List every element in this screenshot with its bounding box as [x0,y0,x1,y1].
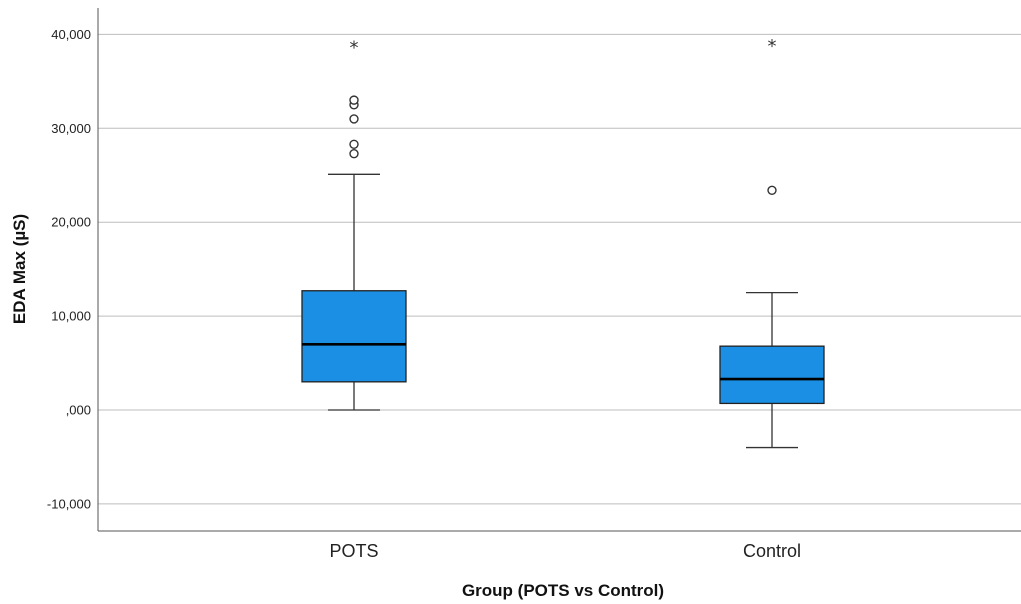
extreme-point: * [350,38,359,59]
y-tick-label: 10,000 [51,309,91,324]
x-tick-label: POTS [329,541,378,561]
y-tick-label: 30,000 [51,121,91,136]
gridlines [98,33,1021,505]
axes [97,8,1021,532]
extreme-point: * [768,36,777,57]
y-tick-label: -10,000 [47,496,91,511]
interquartile-box [719,345,825,405]
y-tick-label: ,000 [66,403,91,418]
outlier-point [349,139,359,149]
outlier-point [349,114,359,124]
box-control: * [719,36,825,449]
y-tick-label: 20,000 [51,215,91,230]
x-tick-label: Control [743,541,801,561]
box-pots: * [301,38,407,411]
x-axis-title: Group (POTS vs Control) [462,581,664,600]
y-axis-title: EDA Max (µS) [10,214,29,324]
outlier-point [767,185,777,195]
outlier-point [349,148,359,159]
interquartile-box [301,290,407,383]
outlier-point [349,95,359,105]
boxes: * * [301,36,825,449]
y-tick-label: 40,000 [51,27,91,42]
x-tick-labels: POTS Control [329,541,801,561]
y-tick-labels: -10,000 ,000 10,000 20,000 30,000 40,000 [47,27,91,511]
